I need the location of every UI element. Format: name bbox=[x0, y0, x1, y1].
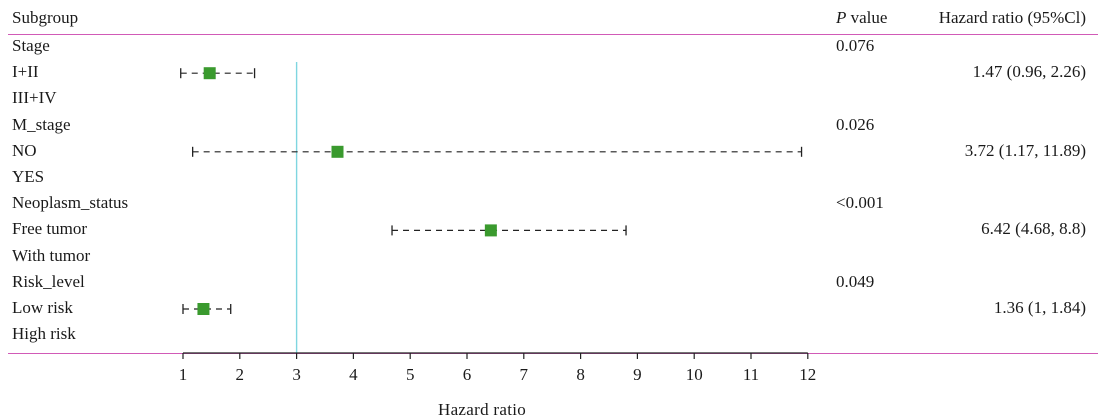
header-subgroup: Subgroup bbox=[12, 8, 79, 27]
x-tick-label: 5 bbox=[406, 365, 415, 384]
row-label: With tumor bbox=[12, 245, 91, 265]
hr-marker bbox=[331, 145, 344, 158]
row-label: I+II bbox=[12, 62, 39, 82]
x-tick-label: 9 bbox=[633, 365, 642, 384]
x-tick-label: 8 bbox=[576, 365, 585, 384]
x-axis-title: Hazard ratio bbox=[438, 400, 527, 419]
x-tick-label: 2 bbox=[236, 365, 245, 384]
row-label: Low risk bbox=[12, 298, 73, 317]
hazard-ratio-text: 1.36 (1, 1.84) bbox=[993, 298, 1086, 317]
p-value: 0.076 bbox=[836, 36, 875, 55]
x-tick-label: 11 bbox=[743, 365, 759, 384]
header-hazard-ratio: Hazard ratio (95%Cl) bbox=[938, 8, 1086, 27]
row-label: YES bbox=[12, 167, 45, 186]
hr-marker bbox=[197, 303, 210, 315]
p-value: <0.001 bbox=[836, 193, 884, 213]
p-value: 0.049 bbox=[836, 271, 875, 291]
hazard-ratio-text: 3.72 (1.17, 11.89) bbox=[964, 140, 1086, 160]
hazard-ratio-text: 1.47 (0.96, 2.26) bbox=[972, 62, 1086, 82]
row-label: Neoplasm_status bbox=[12, 193, 129, 213]
hr-marker bbox=[484, 224, 497, 237]
header-p-rest: value bbox=[846, 8, 888, 27]
x-tick-label: 4 bbox=[349, 365, 358, 384]
row-label: High risk bbox=[12, 324, 76, 344]
row-label: NO bbox=[12, 140, 37, 160]
x-tick-label: 12 bbox=[799, 365, 816, 384]
row-label: III+IV bbox=[12, 88, 57, 108]
header-p-value: P value bbox=[836, 8, 887, 28]
header-p-italic: P bbox=[836, 8, 847, 27]
row-label: M_stage bbox=[12, 114, 71, 134]
hazard-ratio-text: 6.42 (4.68, 8.8) bbox=[981, 219, 1086, 239]
hr-marker bbox=[203, 67, 216, 80]
p-value: 0.026 bbox=[836, 114, 875, 134]
x-tick-label: 10 bbox=[686, 365, 703, 384]
x-tick-label: 3 bbox=[292, 365, 301, 384]
row-label: Free tumor bbox=[12, 219, 88, 239]
row-label: Stage bbox=[12, 36, 50, 55]
row-label: Risk_level bbox=[12, 271, 85, 291]
top-rule bbox=[8, 34, 1098, 35]
x-tick-label: 1 bbox=[179, 365, 188, 384]
x-tick-label: 7 bbox=[520, 365, 529, 384]
x-tick-label: 6 bbox=[463, 365, 472, 384]
